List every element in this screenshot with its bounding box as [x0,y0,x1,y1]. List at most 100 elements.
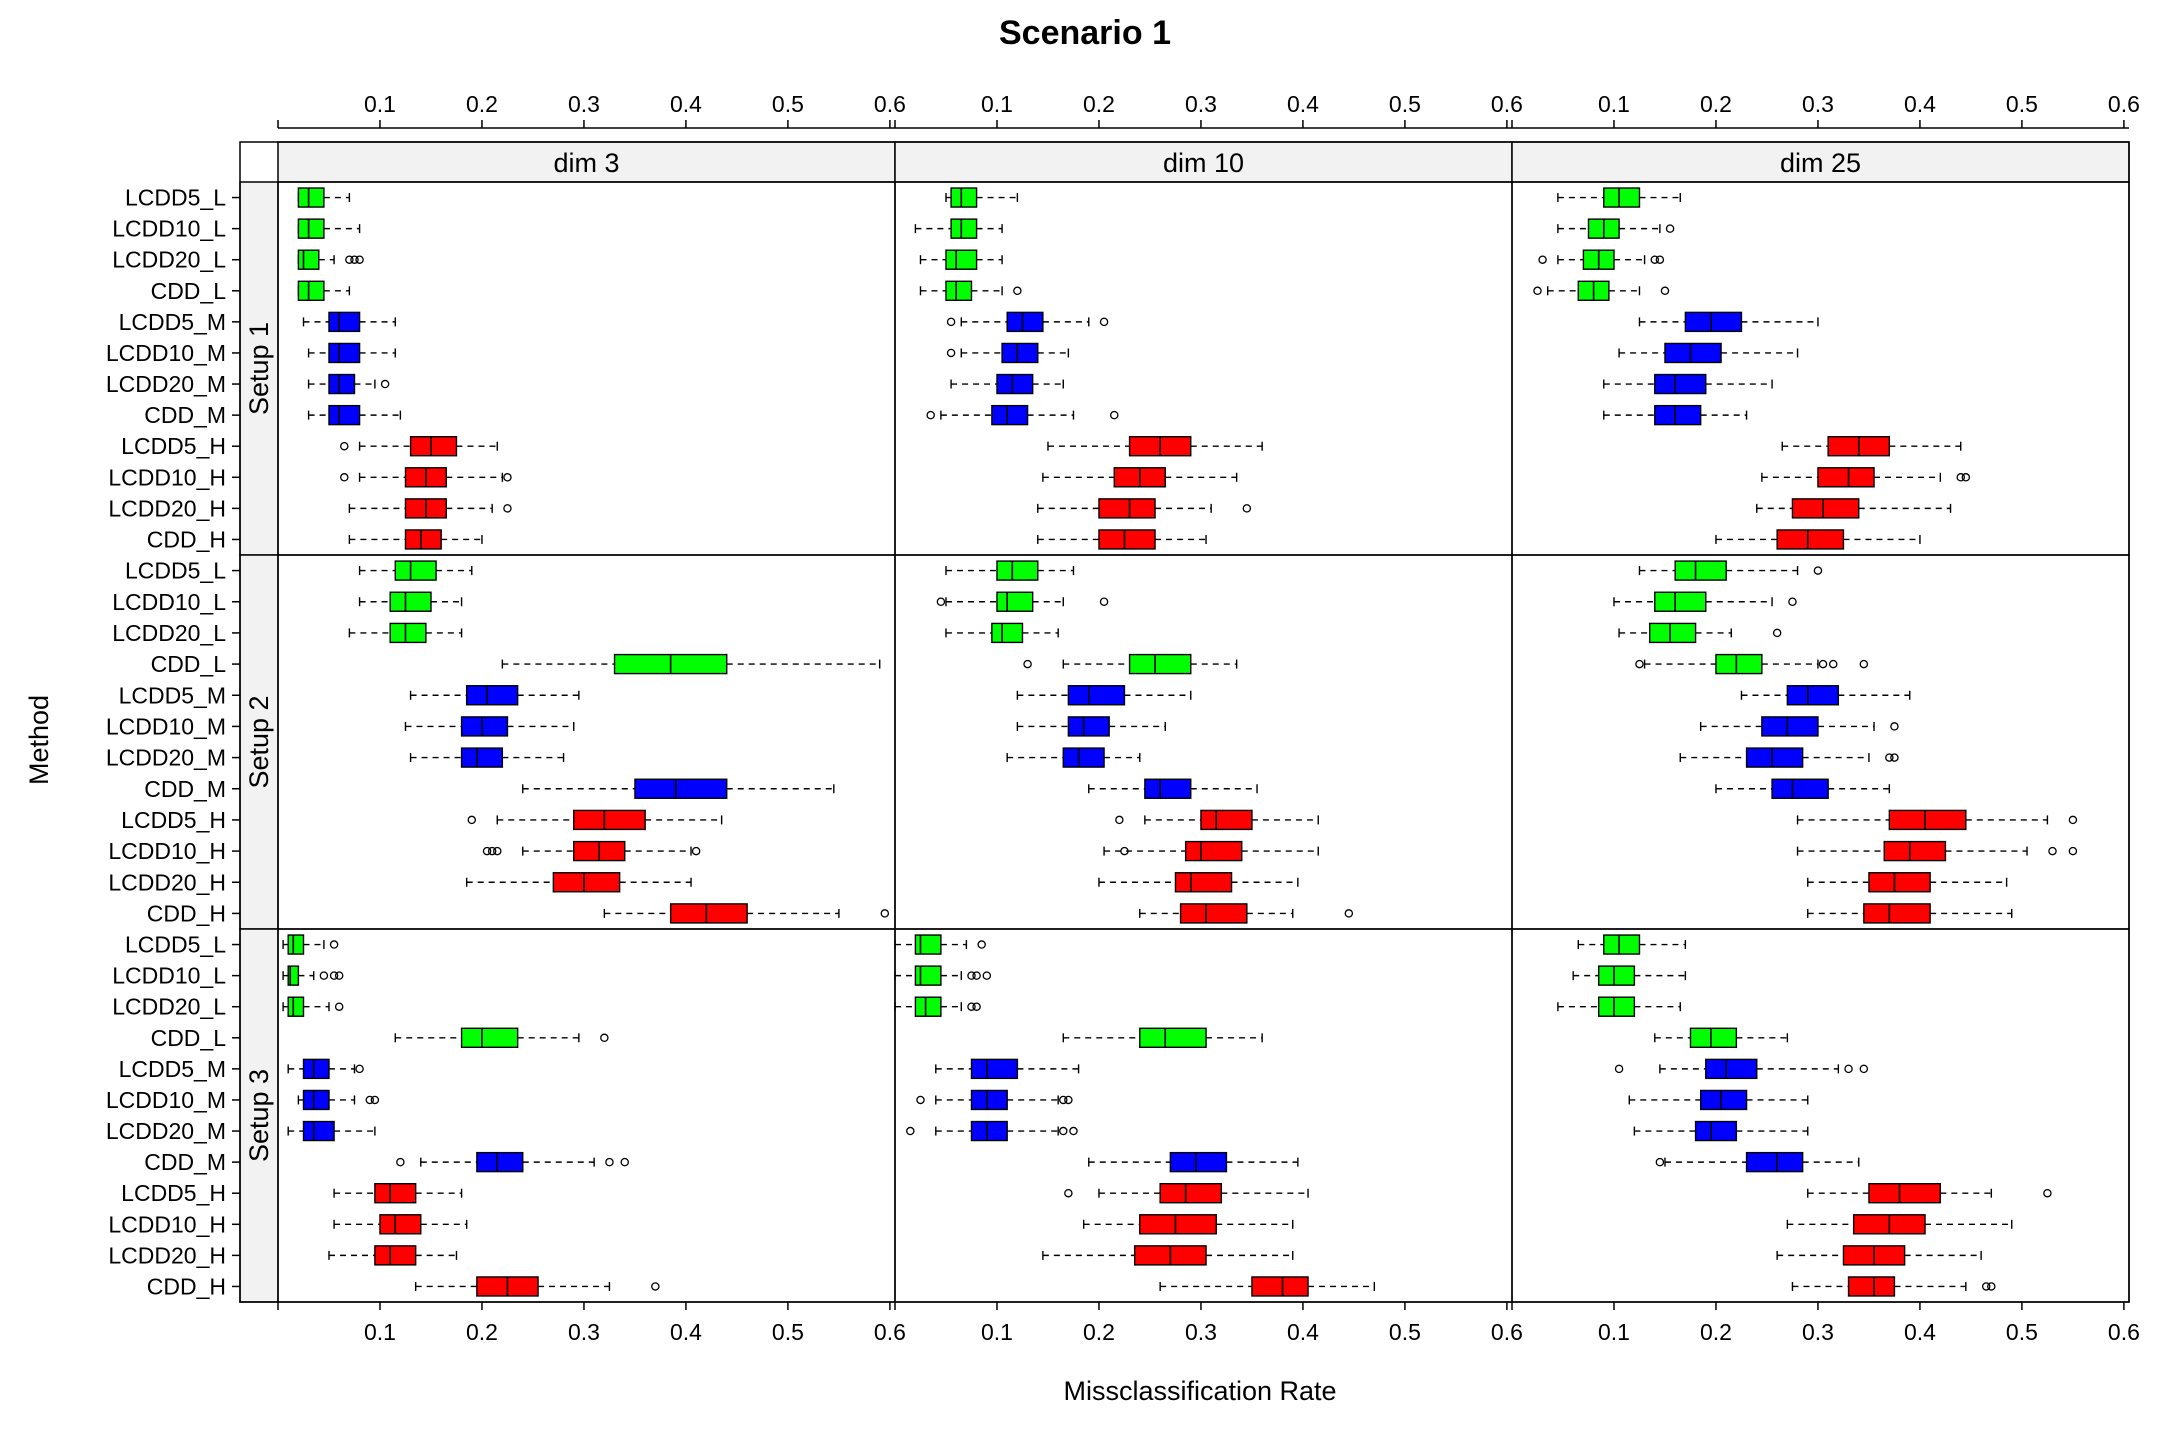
category-label: CDD_M [144,776,226,802]
box-LCDD10_H [1103,840,1319,862]
outlier-point [1069,1126,1078,1136]
outlier-point [340,473,349,482]
category-label: LCDD10_L [112,216,226,242]
outlier-point [1064,1188,1073,1198]
outlier-point [503,504,512,513]
x-tick-label-bottom: 0.3 [568,1319,600,1345]
category-label: LCDD5_M [119,1056,226,1082]
category-label: LCDD5_H [121,433,226,459]
box-iqr [1699,1089,1748,1111]
box-iqr [328,342,361,364]
box-LCDD20_L [282,996,344,1017]
outlier-point [977,940,986,949]
category-label: LCDD5_L [125,932,226,958]
box-LCDD10_M [946,342,1070,364]
box-CDD_M [1088,778,1258,799]
outlier-point [493,846,502,856]
x-tick-label-top: 0.6 [874,91,906,117]
box-LCDD20_H [328,1245,458,1266]
outlier-point [345,255,354,264]
outlier-point [1242,504,1252,513]
category-label: LCDD20_M [106,1118,226,1144]
box-LCDD20_L [1618,622,1782,644]
box-CDD_M [1715,778,1891,799]
outlier-point [329,940,339,949]
box-iqr [297,280,325,301]
box-LCDD20_H [348,498,512,519]
outlier-point [1961,473,1971,482]
box-iqr [374,1245,417,1266]
box-iqr [634,778,728,799]
outlier-point [1059,1095,1068,1105]
box-iqr [409,436,458,457]
outlier-point [1655,1157,1665,1167]
box-LCDD5_H [340,436,498,457]
box-LCDD20_L [945,622,1059,644]
category-label: CDD_M [144,1149,226,1175]
category-label: LCDD5_L [125,558,226,584]
box-iqr [394,560,437,581]
outlier-point [1059,1126,1068,1136]
box-LCDD20_M [1006,747,1141,768]
box-LCDD10_M [307,342,396,364]
box-CDD_L [394,1027,609,1048]
strip-header [277,141,896,183]
box-iqr [970,1120,1008,1142]
box-iqr [328,373,356,395]
box-iqr [945,249,978,270]
outlier-point [1981,1282,1991,1291]
box-LCDD20_H [465,872,692,893]
box-iqr [1174,872,1233,893]
box-iqr [996,591,1034,612]
category-label: LCDD10_H [108,464,226,490]
category-label: LCDD5_H [121,1180,226,1206]
box-CDD_H [414,1276,660,1297]
box-CDD_L [297,280,351,301]
box-iqr [1654,373,1707,395]
box-iqr [1603,187,1641,208]
box-iqr [1761,716,1819,737]
box-iqr [460,1027,519,1048]
box-iqr [1098,498,1156,519]
box-iqr [1868,872,1931,893]
box-LCDD5_M [409,685,580,706]
outlier-point [1844,1064,1853,1074]
outlier-point [967,971,976,980]
box-LCDD5_M [1614,1058,1869,1080]
outlier-point [651,1282,660,1291]
outlier-point [467,815,477,825]
outlier-point [926,410,935,420]
box-LCDD5_H [1064,1183,1309,1204]
outlier-point [334,1002,344,1011]
category-label: CDD_H [147,1273,226,1299]
box-iqr [1139,1027,1207,1048]
x-tick-label-bottom: 0.1 [364,1319,396,1345]
outlier-point [1023,659,1032,669]
category-label: LCDD20_L [112,994,226,1020]
box-LCDD5_M [1740,685,1911,706]
box-iqr [1847,1276,1896,1297]
box-iqr [1786,685,1840,706]
outlier-point [370,1095,380,1105]
box-LCDD20_M [1679,747,1899,768]
box-iqr [1067,685,1126,706]
box-iqr [287,965,300,986]
box-iqr [1776,529,1845,550]
box-iqr [287,996,305,1017]
box-LCDD10_H [1786,1214,2013,1235]
box-LCDD5_M [946,311,1109,333]
box-iqr [374,1183,417,1204]
box-LCDD20_L [919,249,1003,270]
plot-frame [239,141,2130,1303]
outlier-point [880,909,890,918]
box-iqr [1597,965,1636,986]
box-LCDD20_M [950,373,1064,395]
x-tick-label-top: 0.2 [1700,91,1732,117]
box-CDD_M [307,404,402,426]
x-tick-label-bottom: 0.5 [2006,1319,2038,1345]
box-iqr [1139,1214,1217,1235]
box-LCDD20_H [1042,1245,1294,1266]
x-tick-label-bottom: 0.1 [981,1319,1013,1345]
outlier-point [967,1002,976,1011]
